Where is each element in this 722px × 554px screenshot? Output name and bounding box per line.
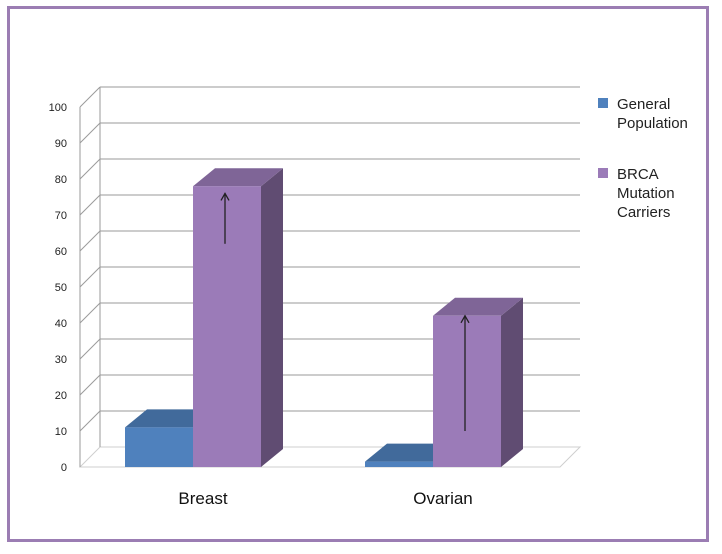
bar-chart: 0 10 20 30 40 50 60 70 80 90 100 Breast Ovarian Gener…	[49, 86, 688, 508]
chart-frame: 0 10 20 30 40 50 60 70 80 90 100 Breast Ovarian Gener…	[7, 6, 709, 542]
gridline-side	[79, 302, 101, 324]
bar-top	[125, 409, 215, 428]
x-category-label: Breast	[178, 489, 227, 508]
up-arrow-head	[460, 314, 470, 324]
bar-side	[261, 168, 283, 467]
y-tick-label: 50	[55, 282, 67, 294]
bar-top	[365, 443, 455, 462]
gridline-side	[79, 230, 101, 252]
y-tick-label: 60	[55, 246, 67, 258]
bar-top	[433, 297, 523, 316]
legend-label-line: Carriers	[617, 204, 670, 221]
gridline-side	[79, 374, 101, 396]
y-tick-label: 40	[55, 318, 67, 330]
legend-label-line: Population	[617, 115, 688, 132]
gridline-side	[79, 122, 101, 144]
bar	[433, 315, 501, 467]
legend-label: General Population	[617, 96, 688, 132]
gridline-side	[79, 158, 101, 180]
bar	[365, 461, 433, 467]
legend-label: BRCA Mutation Carriers	[617, 166, 675, 221]
y-tick-label: 70	[55, 210, 67, 222]
gridline-side	[79, 194, 101, 216]
y-tick-label: 80	[55, 174, 67, 186]
y-tick-label: 0	[61, 462, 67, 474]
y-tick-label: 100	[49, 102, 67, 114]
bar	[193, 186, 261, 467]
legend-swatch	[598, 168, 608, 178]
legend-label-line: BRCA	[617, 166, 659, 183]
x-category-label: Ovarian	[413, 489, 473, 508]
legend-swatch	[598, 98, 608, 108]
legend-label-line: General	[617, 96, 670, 113]
gridline-side	[79, 86, 101, 108]
gridline-side	[79, 410, 101, 432]
bar	[125, 427, 193, 467]
y-tick-label: 90	[55, 138, 67, 150]
legend-label-line: Mutation	[617, 185, 675, 202]
bar-side	[501, 297, 523, 467]
y-tick-label: 10	[55, 426, 67, 438]
gridline-side	[79, 338, 101, 360]
y-tick-label: 20	[55, 390, 67, 402]
y-tick-label: 30	[55, 354, 67, 366]
up-arrow-head	[220, 192, 230, 201]
gridline-side	[79, 266, 101, 288]
bar-top	[193, 168, 283, 187]
